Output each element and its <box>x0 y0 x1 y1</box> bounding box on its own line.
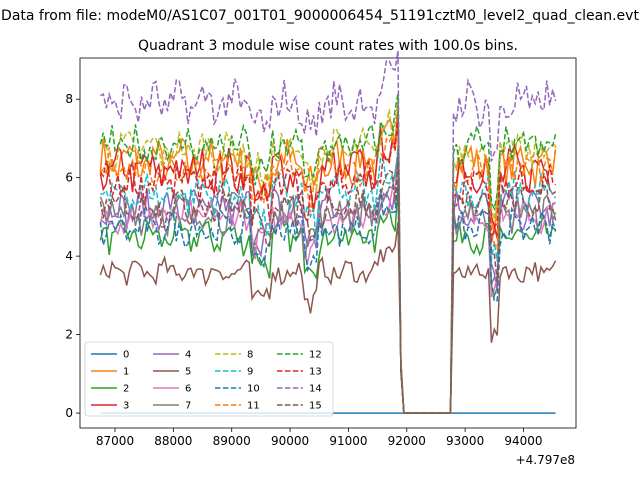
legend-label-12: 12 <box>309 350 322 361</box>
legend-label-2: 2 <box>123 384 129 395</box>
plot-frame <box>79 57 577 429</box>
legend-label-10: 10 <box>247 384 260 395</box>
y-tick-label: 4 <box>65 249 73 263</box>
plot-area <box>99 50 557 414</box>
x-tick-label: 92000 <box>388 434 426 448</box>
legend-label-5: 5 <box>185 367 191 378</box>
x-tick-label: 90000 <box>271 434 309 448</box>
y-tick-label: 0 <box>65 406 73 420</box>
x-tick-label: 88000 <box>154 434 192 448</box>
x-tick-label: 87000 <box>96 434 134 448</box>
x-axis: 87000 88000 89000 90000 91000 92000 93000 94000 <box>96 428 543 448</box>
legend-label-7: 7 <box>185 401 191 412</box>
y-tick-label: 8 <box>65 92 73 106</box>
chart-suptitle: Data from file: modeM0/AS1C07_001T01_900… <box>1 8 639 24</box>
chart-title: Quadrant 3 module wise count rates with … <box>138 38 518 54</box>
y-axis: 0 2 4 6 8 <box>65 92 80 420</box>
x-offset-label: +4.797e8 <box>516 453 575 467</box>
legend-label-6: 6 <box>185 384 191 395</box>
y-tick-label: 2 <box>65 328 73 342</box>
legend-label-8: 8 <box>247 350 253 361</box>
legend-label-3: 3 <box>123 401 129 412</box>
legend-label-0: 0 <box>123 350 129 361</box>
series-line-6 <box>99 169 557 414</box>
series-line-2 <box>99 185 557 414</box>
legend-box <box>84 341 334 417</box>
x-tick-label: 89000 <box>213 434 251 448</box>
legend-label-1: 1 <box>123 367 129 378</box>
series-line-10 <box>99 180 557 414</box>
series-line-8 <box>99 98 556 414</box>
x-tick-label: 91000 <box>329 434 367 448</box>
legend-label-11: 11 <box>247 401 260 412</box>
legend-label-15: 15 <box>309 401 322 412</box>
x-tick-label: 94000 <box>504 434 542 448</box>
legend-label-14: 14 <box>309 384 322 395</box>
series-line-9 <box>100 146 557 414</box>
y-tick-label: 6 <box>65 171 73 185</box>
legend-label-9: 9 <box>247 367 253 378</box>
series-line-11 <box>99 116 557 414</box>
series-line-7 <box>99 152 557 414</box>
series-line-12 <box>99 93 557 414</box>
x-tick-label: 93000 <box>446 434 484 448</box>
series-line-5 <box>99 222 557 414</box>
series-line-15 <box>99 157 557 414</box>
legend-label-13: 13 <box>309 367 322 378</box>
legend-label-4: 4 <box>185 350 191 361</box>
series-line-14 <box>100 50 557 414</box>
